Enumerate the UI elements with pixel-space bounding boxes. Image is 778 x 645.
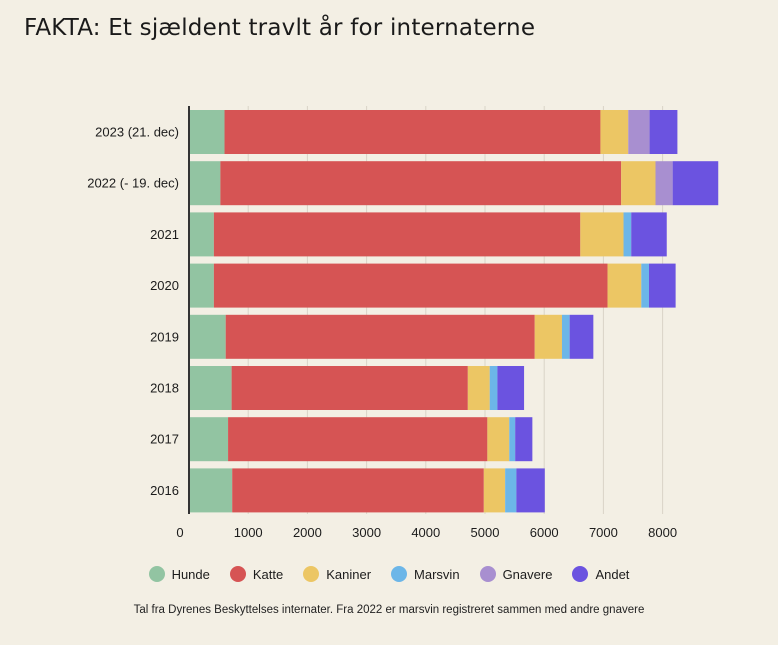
bar-segment-kaniner — [483, 468, 506, 513]
bar-segment-katte — [224, 110, 601, 154]
bar-segment-andet — [672, 161, 719, 206]
legend-item-hunde: Hunde — [148, 566, 210, 582]
legend-swatch — [391, 566, 408, 582]
legend-swatch — [572, 566, 589, 582]
bar-segment-kaniner — [534, 314, 562, 359]
legend-label: Andet — [595, 566, 630, 582]
chart-title: FAKTA: Et sjældent travlt år for interna… — [24, 15, 536, 41]
legend-swatch — [229, 566, 246, 582]
bar-segment-kaniner — [580, 212, 624, 257]
stacked-bar-chart: 2023 (21. dec) 2022 (- 19. dec) 2021 2020 20… — [87, 106, 719, 540]
bar-segment-hunde — [189, 263, 214, 308]
bar-segment-kaniner — [467, 366, 490, 410]
bar-segment-katte — [213, 212, 581, 257]
bar-segment-hunde — [189, 417, 229, 462]
bar-segment-andet — [649, 110, 678, 154]
bar-segment-marsvin — [641, 263, 649, 308]
y-tick-label: 2017 — [150, 432, 179, 447]
x-tick-label: 1000 — [234, 525, 263, 540]
legend-swatch — [148, 566, 165, 582]
x-tick-label: 4000 — [411, 525, 440, 540]
x-tick-label: 8000 — [648, 525, 677, 540]
legend-label: Kaniner — [326, 566, 372, 582]
bar-segment-andet — [569, 314, 594, 359]
y-tick-label: 2021 — [150, 227, 179, 242]
bar-segment-katte — [225, 314, 535, 359]
legend-item-marsvin: Marsvin — [391, 566, 460, 582]
bar-segment-kaniner — [621, 161, 656, 206]
bar-segment-marsvin — [489, 366, 498, 410]
legend-swatch — [303, 566, 320, 582]
x-tick-label: 2000 — [293, 525, 322, 540]
bar-segment-gnavere — [655, 161, 673, 206]
bar-segment-gnavere — [628, 110, 650, 154]
legend-label: Hunde — [171, 566, 210, 582]
bar-segment-hunde — [189, 161, 221, 206]
legend-item-kaniner: Kaniner — [303, 566, 371, 582]
bar-segment-kaniner — [600, 110, 629, 154]
legend-item-andet: Andet — [572, 566, 629, 582]
y-tick-label: 2016 — [150, 483, 179, 498]
bar-segment-marsvin — [509, 417, 516, 462]
bar-segment-marsvin — [561, 314, 570, 359]
x-tick-label: 6000 — [530, 525, 559, 540]
legend-item-gnavere: Gnavere — [479, 566, 553, 582]
bar-segment-katte — [232, 468, 484, 513]
bar-segment-katte — [220, 161, 622, 206]
x-tick-label: 5000 — [471, 525, 500, 540]
bar-segment-andet — [648, 263, 676, 308]
legend-item-katte: Katte — [229, 566, 284, 582]
bar-segment-andet — [515, 417, 533, 462]
y-tick-label: 2018 — [150, 381, 179, 396]
bar-segment-kaniner — [487, 417, 510, 462]
bar-segment-hunde — [189, 468, 233, 513]
bar-segment-hunde — [189, 212, 214, 257]
bar-segment-hunde — [189, 314, 226, 359]
y-tick-label: 2019 — [150, 329, 179, 344]
x-tick-label: 0 — [176, 525, 183, 540]
bar-segment-marsvin — [505, 468, 517, 513]
legend-label: Marsvin — [414, 566, 460, 582]
bar-segment-andet — [631, 212, 667, 257]
legend-swatch — [479, 566, 496, 582]
bar-segment-andet — [497, 366, 525, 410]
bar-segment-katte — [231, 366, 468, 410]
legend-label: Gnavere — [502, 566, 553, 582]
y-tick-label: 2020 — [150, 278, 179, 293]
x-tick-label: 7000 — [589, 525, 618, 540]
y-tick-label: 2023 (21. dec) — [95, 125, 179, 140]
x-tick-label: 3000 — [352, 525, 381, 540]
legend-label: Katte — [252, 566, 284, 582]
y-tick-label: 2022 (- 19. dec) — [87, 176, 179, 191]
bar-segment-hunde — [189, 366, 232, 410]
bar-segment-hunde — [189, 110, 225, 154]
bar-segment-kaniner — [607, 263, 642, 308]
chart-legend: Hunde Katte Kaniner Marsvin Gnavere Andet — [0, 566, 778, 582]
bar-segment-katte — [228, 417, 488, 462]
bar-segment-marsvin — [623, 212, 632, 257]
footnote: Tal fra Dyrenes Beskyttelses internater.… — [133, 604, 645, 616]
bar-segment-andet — [516, 468, 545, 513]
bar-segment-katte — [213, 263, 608, 308]
